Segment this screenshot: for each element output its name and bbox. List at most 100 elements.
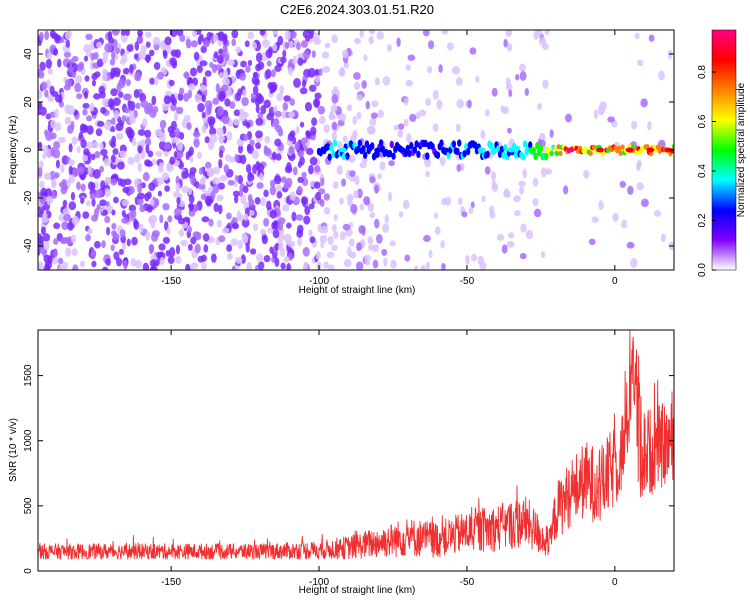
colorbar: 0.0 0.2 0.4 0.6 0.8 Normalized spectral ampl… xyxy=(697,29,747,277)
noise-blob xyxy=(282,102,289,111)
noise-blob xyxy=(297,237,303,246)
noise-blob xyxy=(139,223,144,234)
noise-blob xyxy=(71,248,78,256)
noise-blob xyxy=(216,127,224,136)
noise-blob xyxy=(283,182,292,190)
noise-blob xyxy=(82,108,88,116)
noise-blob xyxy=(231,265,236,270)
noise-blob xyxy=(364,254,371,261)
noise-blob xyxy=(503,188,510,198)
noise-blob xyxy=(593,109,599,120)
ridge-blob xyxy=(341,152,347,161)
noise-blob xyxy=(427,40,435,50)
noise-blob xyxy=(187,225,192,234)
noise-blob xyxy=(539,139,546,147)
noise-blob xyxy=(127,156,135,165)
noise-blob xyxy=(84,75,90,82)
noise-blob xyxy=(110,244,115,252)
noise-blob xyxy=(279,85,284,95)
noise-blob xyxy=(291,211,297,222)
noise-blob xyxy=(164,185,171,192)
noise-blob xyxy=(255,52,263,63)
noise-blob xyxy=(277,220,284,231)
noise-blob xyxy=(275,153,282,161)
noise-blob xyxy=(121,115,127,122)
noise-blob xyxy=(102,209,108,216)
noise-blob xyxy=(38,142,43,151)
noise-blob xyxy=(194,231,202,241)
noise-blob xyxy=(501,106,509,115)
noise-blob xyxy=(162,236,171,244)
noise-blob xyxy=(252,85,259,96)
noise-blob xyxy=(355,261,364,270)
noise-blob xyxy=(201,111,206,119)
y-tick-label: 1500 xyxy=(23,364,34,387)
noise-blob xyxy=(104,121,112,131)
noise-blob xyxy=(202,76,207,86)
noise-blob xyxy=(331,34,338,44)
noise-blob xyxy=(137,145,143,154)
ridge-blob xyxy=(620,144,625,150)
ridge-blob xyxy=(503,144,508,152)
noise-blob xyxy=(85,233,91,242)
noise-blob xyxy=(61,221,69,231)
noise-blob xyxy=(96,204,101,211)
noise-blob xyxy=(176,141,184,151)
noise-blob xyxy=(418,109,427,117)
noise-blob xyxy=(216,220,222,228)
noise-blob xyxy=(180,239,188,247)
ridge-blob xyxy=(522,140,528,148)
noise-blob xyxy=(44,30,50,41)
noise-blob xyxy=(206,167,215,178)
noise-blob xyxy=(583,169,590,179)
noise-blob xyxy=(441,197,448,206)
noise-blob xyxy=(111,223,117,230)
noise-blob xyxy=(189,67,198,77)
noise-blob xyxy=(212,166,221,175)
noise-blob xyxy=(305,131,312,138)
noise-blob xyxy=(144,159,151,167)
noise-blob xyxy=(90,153,96,161)
noise-blob xyxy=(233,195,239,204)
noise-blob xyxy=(144,129,152,139)
noise-blob xyxy=(276,92,283,102)
noise-blob xyxy=(197,183,206,190)
noise-blob xyxy=(207,116,216,126)
noise-blob xyxy=(197,36,202,46)
noise-blob xyxy=(340,66,345,76)
noise-blob xyxy=(58,257,64,265)
noise-blob xyxy=(188,194,195,204)
noise-blob xyxy=(508,232,515,239)
noise-blob xyxy=(89,60,95,71)
ridge-blob xyxy=(355,145,361,154)
noise-blob xyxy=(260,105,267,115)
noise-blob xyxy=(365,100,370,110)
noise-blob xyxy=(261,234,268,245)
ridge-blob xyxy=(520,153,526,161)
noise-blob xyxy=(62,208,70,216)
x-tick-label: -50 xyxy=(460,276,475,287)
noise-blob xyxy=(241,97,249,107)
noise-blob xyxy=(149,199,155,207)
noise-blob xyxy=(320,225,329,234)
noise-blob xyxy=(274,110,282,118)
ridge-peak xyxy=(528,147,537,153)
noise-blob xyxy=(71,215,80,226)
noise-blob xyxy=(154,198,160,206)
noise-blob xyxy=(371,100,379,108)
noise-blob xyxy=(323,193,330,201)
noise-blob xyxy=(110,178,117,186)
noise-blob xyxy=(284,30,292,41)
noise-blob xyxy=(533,208,542,218)
noise-blob xyxy=(67,124,74,135)
noise-blob xyxy=(619,180,627,188)
noise-blob xyxy=(238,144,244,154)
noise-blob xyxy=(302,49,311,60)
noise-blob xyxy=(234,175,239,182)
noise-blob xyxy=(434,226,441,235)
noise-blob xyxy=(40,226,46,236)
noise-blob xyxy=(96,58,104,68)
noise-blob xyxy=(245,65,251,73)
noise-blob xyxy=(490,171,497,181)
noise-blob xyxy=(245,163,252,174)
